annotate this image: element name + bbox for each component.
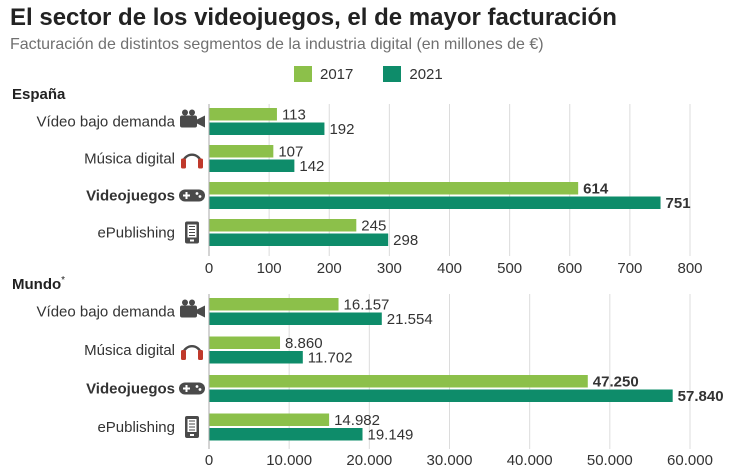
- x-tick-label: 0: [205, 452, 213, 469]
- x-tick-label: 30.000: [427, 452, 473, 469]
- x-tick-label: 700: [617, 260, 642, 277]
- x-tick-label: 300: [377, 260, 402, 277]
- bar-2017: [209, 375, 588, 388]
- x-tick-label: 200: [317, 260, 342, 277]
- category-label: Vídeo bajo demanda: [37, 114, 176, 131]
- bar-2017: [209, 145, 274, 158]
- data-label: 142: [299, 158, 324, 175]
- legend-label-2017: 2017: [320, 65, 354, 83]
- bar-2017: [209, 182, 579, 195]
- data-label: 113: [282, 107, 306, 124]
- data-label: 14.982: [334, 412, 380, 429]
- panel-title: Mundo*: [12, 275, 65, 293]
- ebook-reader-icon: [185, 221, 199, 244]
- category-label: Videojuegos: [86, 381, 175, 398]
- x-tick-label: 500: [497, 260, 522, 277]
- legend-item-2021: 2021: [383, 65, 443, 83]
- x-tick-label: 0: [205, 260, 213, 277]
- data-label: 57.840: [678, 388, 724, 405]
- x-tick-label: 400: [437, 260, 462, 277]
- data-label: 11.702: [308, 350, 353, 367]
- data-label: 192: [329, 121, 354, 138]
- legend-swatch-2021: [383, 66, 402, 82]
- video-camera-icon: [180, 109, 205, 128]
- video-camera-icon: [180, 299, 205, 318]
- data-label: 16.157: [344, 297, 390, 314]
- ebook-reader-icon: [185, 416, 199, 438]
- x-tick-label: 10.000: [266, 452, 312, 469]
- x-tick-label: 600: [557, 260, 582, 277]
- bar-2017: [209, 298, 339, 311]
- category-label: Música digital: [84, 342, 175, 359]
- legend-swatch-2017: [294, 66, 312, 82]
- gamepad-icon: [179, 189, 205, 202]
- bar-2021: [209, 312, 382, 325]
- category-label: ePublishing: [97, 225, 175, 242]
- chart-subtitle: Facturación de distintos segmentos de la…: [10, 36, 544, 53]
- x-tick-label: 20.000: [346, 452, 392, 469]
- bar-2021: [209, 389, 673, 402]
- data-label: 614: [583, 181, 609, 198]
- headphones-icon: [181, 153, 203, 169]
- chart-title: El sector de los videojuegos, el de mayo…: [10, 4, 617, 31]
- legend-label-2021: 2021: [409, 65, 443, 83]
- bar-2021: [209, 428, 363, 441]
- data-label: 21.554: [387, 311, 433, 328]
- data-label: 19.149: [368, 427, 414, 444]
- chart-panel-españa: España 0 100 200 300 400 500 600 700 800 Vídeo baj…: [12, 86, 703, 277]
- headphones-icon: [181, 345, 203, 360]
- x-tick-label: 100: [257, 260, 282, 277]
- bar-2017: [209, 336, 281, 349]
- data-label: 8.860: [285, 335, 323, 352]
- bar-2017: [209, 108, 277, 121]
- x-tick-label: 60.000: [667, 452, 713, 469]
- data-label: 245: [361, 218, 386, 235]
- bar-2021: [209, 122, 325, 135]
- category-label: Vídeo bajo demanda: [37, 304, 176, 321]
- data-label: 751: [666, 195, 691, 212]
- panel-title: España: [12, 86, 66, 103]
- bar-2021: [209, 159, 295, 172]
- panel-title-footnote-mark: *: [61, 275, 65, 286]
- bar-2021: [209, 351, 303, 364]
- category-label: Videojuegos: [86, 188, 175, 205]
- bar-2017: [209, 219, 357, 232]
- x-tick-label: 800: [677, 260, 702, 277]
- chart-panel-mundo: Mundo* 0 10.000 20.000 30.000 40.000 50.000 60.…: [12, 275, 724, 469]
- bar-2021: [209, 196, 661, 209]
- legend-item-2017: 2017: [294, 66, 353, 83]
- x-tick-label: 40.000: [507, 452, 553, 469]
- category-label: Música digital: [84, 151, 175, 168]
- category-label: ePublishing: [97, 419, 175, 436]
- data-label: 298: [393, 232, 418, 249]
- x-tick-label: 50.000: [587, 452, 633, 469]
- data-label: 107: [278, 144, 303, 161]
- legend: 2017 2021: [294, 64, 473, 84]
- gamepad-icon: [179, 382, 205, 395]
- bar-2021: [209, 233, 389, 246]
- bar-2017: [209, 413, 330, 426]
- data-label: 47.250: [593, 374, 639, 391]
